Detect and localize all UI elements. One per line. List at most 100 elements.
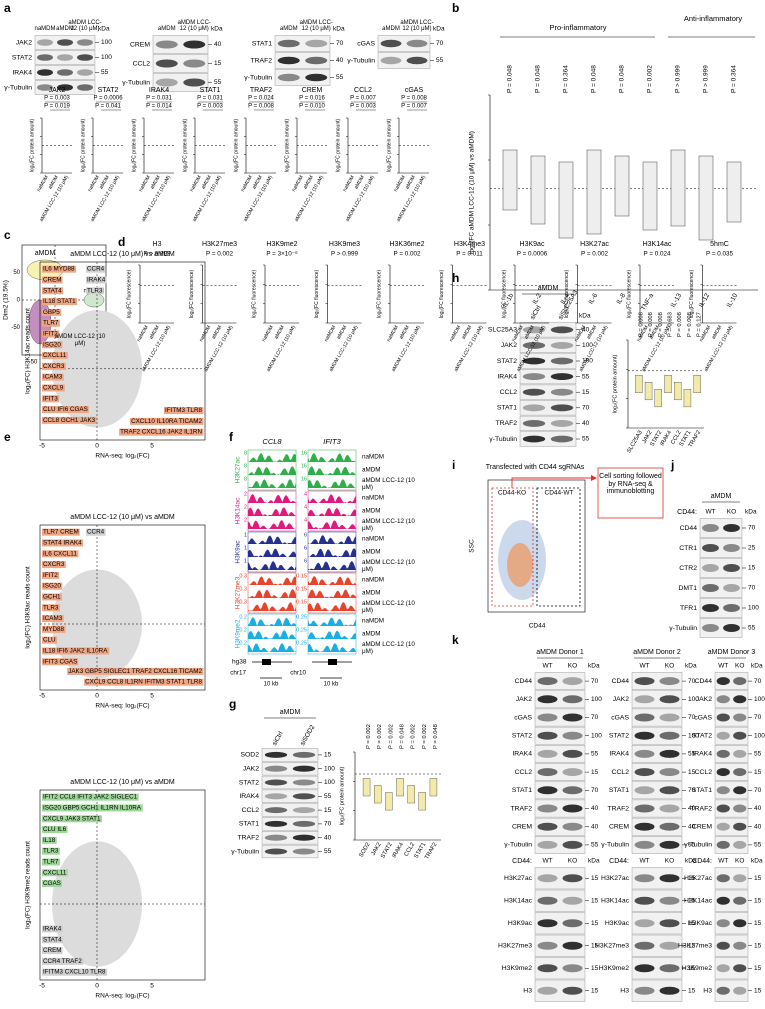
scale-bar: 10 kb [264, 682, 279, 688]
signal-track [308, 576, 356, 585]
p-value: P = 0.002 [422, 724, 428, 749]
gene-label: ISG20 [43, 583, 61, 590]
blot-band [155, 78, 178, 87]
label: aMDM [35, 250, 56, 257]
gene-label-box [86, 265, 106, 273]
blot-band [716, 874, 730, 883]
kda-marker: 70 [754, 678, 762, 685]
x-label: IL-8 [616, 292, 628, 306]
signal-track [308, 643, 356, 652]
gene-label: IL6 MYD88 [43, 266, 75, 273]
band-label: CCL2 [242, 807, 260, 814]
track-mark: H3K27me3 [235, 576, 242, 609]
p-value: P = 0.127 [697, 312, 703, 337]
band-label: TRAF2 [690, 805, 712, 812]
y-label: log₂(FC aMDM LCC-12 (10 μM) vs aMDM) [469, 131, 476, 254]
box-outline [502, 149, 518, 211]
blot-band [77, 69, 93, 76]
lane-label: KO [665, 663, 674, 670]
band-label: H3 [620, 988, 629, 995]
p-value: P = 0.024 [643, 251, 671, 258]
band-label: JAK2 [501, 342, 517, 349]
band-label: CD44 [680, 525, 698, 532]
gene-label-box [130, 417, 204, 425]
kda-marker: 15 [582, 389, 590, 396]
y-label: log₂(FC fluorescence) [564, 269, 570, 318]
blot-header: aMDM [538, 285, 559, 292]
label: H3K9ac [520, 241, 545, 248]
chrom: chr17 [230, 670, 246, 677]
gene-label: ICAM3 [43, 615, 63, 622]
lane-label: aMDM LCC-12 (10 μM) [299, 19, 333, 33]
box-outline [396, 778, 404, 797]
gene-label-box [42, 582, 63, 590]
blot-band [292, 848, 316, 855]
band-label: cGAS [694, 714, 712, 721]
x-label: naMDM [138, 175, 152, 193]
lane-label: siCtrl [529, 304, 543, 321]
gene-label: CXCR3 [43, 561, 65, 568]
blot-band [659, 822, 680, 831]
gene-label-box [42, 265, 76, 273]
signal-track [308, 602, 356, 611]
p-value: P = 0.048 [619, 65, 626, 93]
track-frame [247, 613, 297, 655]
band-label: H3K9me2 [502, 965, 532, 972]
blot-band [537, 896, 558, 905]
kda-marker: 100 [101, 39, 112, 46]
blot-band [37, 69, 53, 76]
kda-marker: 100 [754, 696, 765, 703]
group-label: Pro-inflammatory [549, 23, 606, 32]
band-label: γ-Tubulin [122, 79, 150, 86]
blot-band [659, 986, 680, 995]
blot-band [702, 564, 719, 572]
lane-label: WT [718, 858, 728, 865]
blot-band [562, 941, 583, 950]
signal-track [248, 617, 296, 626]
track-scale: 2 [244, 491, 247, 497]
band-label: TRAF2 [607, 805, 629, 812]
x-tick: 0 [95, 693, 99, 700]
gene-label-box [42, 826, 68, 834]
blot-band [155, 59, 178, 68]
p-value: P = 0.0006 [517, 251, 548, 258]
kda-marker: 15 [688, 769, 696, 776]
blot-band [550, 341, 574, 349]
sample-label: naMDM [362, 495, 384, 502]
x-label: naMDM [342, 175, 356, 193]
p-value: P = 0.007 [401, 104, 427, 110]
blot-band [562, 713, 583, 722]
gene-label: CREM [43, 276, 62, 283]
band-label: STAT2 [239, 779, 259, 786]
blot-band [659, 768, 680, 777]
gene-label: GCH1 [43, 593, 61, 600]
kda-marker: 70 [591, 714, 599, 721]
band-label: STAT2 [497, 358, 517, 365]
kda-marker: 55 [688, 842, 696, 849]
gene-label: IFIT2 [43, 330, 58, 337]
track-scale: 0.15 [296, 599, 307, 605]
band-label: CREM [130, 41, 150, 48]
signal-track [248, 576, 296, 585]
track-scale: 6 [304, 558, 307, 564]
gene-label-box [42, 804, 143, 812]
kda-marker: 40 [591, 805, 599, 812]
track-scale: 16 [301, 463, 307, 469]
kda-header: kDa [98, 26, 110, 33]
blot-band [537, 731, 558, 740]
signal-track [248, 602, 296, 611]
kda-marker: 15 [591, 987, 599, 994]
signal-track [308, 617, 356, 626]
gene-label: IFITM3 CXCL10 TLR8 [43, 969, 106, 976]
blot-band [537, 768, 558, 777]
plot-frame [39, 524, 206, 691]
blot-band [634, 695, 655, 704]
lane-label: KO [568, 663, 577, 670]
gene-label: TRAF2 CXCL16 JAK2 IL1RN [120, 429, 202, 436]
blot-band [733, 840, 747, 849]
blot-band [634, 713, 655, 722]
band-label: IRAK4 [239, 793, 259, 800]
blot-band [522, 388, 546, 396]
panel-letter: a [4, 1, 11, 15]
p-value: P = 0.019 [44, 104, 70, 110]
